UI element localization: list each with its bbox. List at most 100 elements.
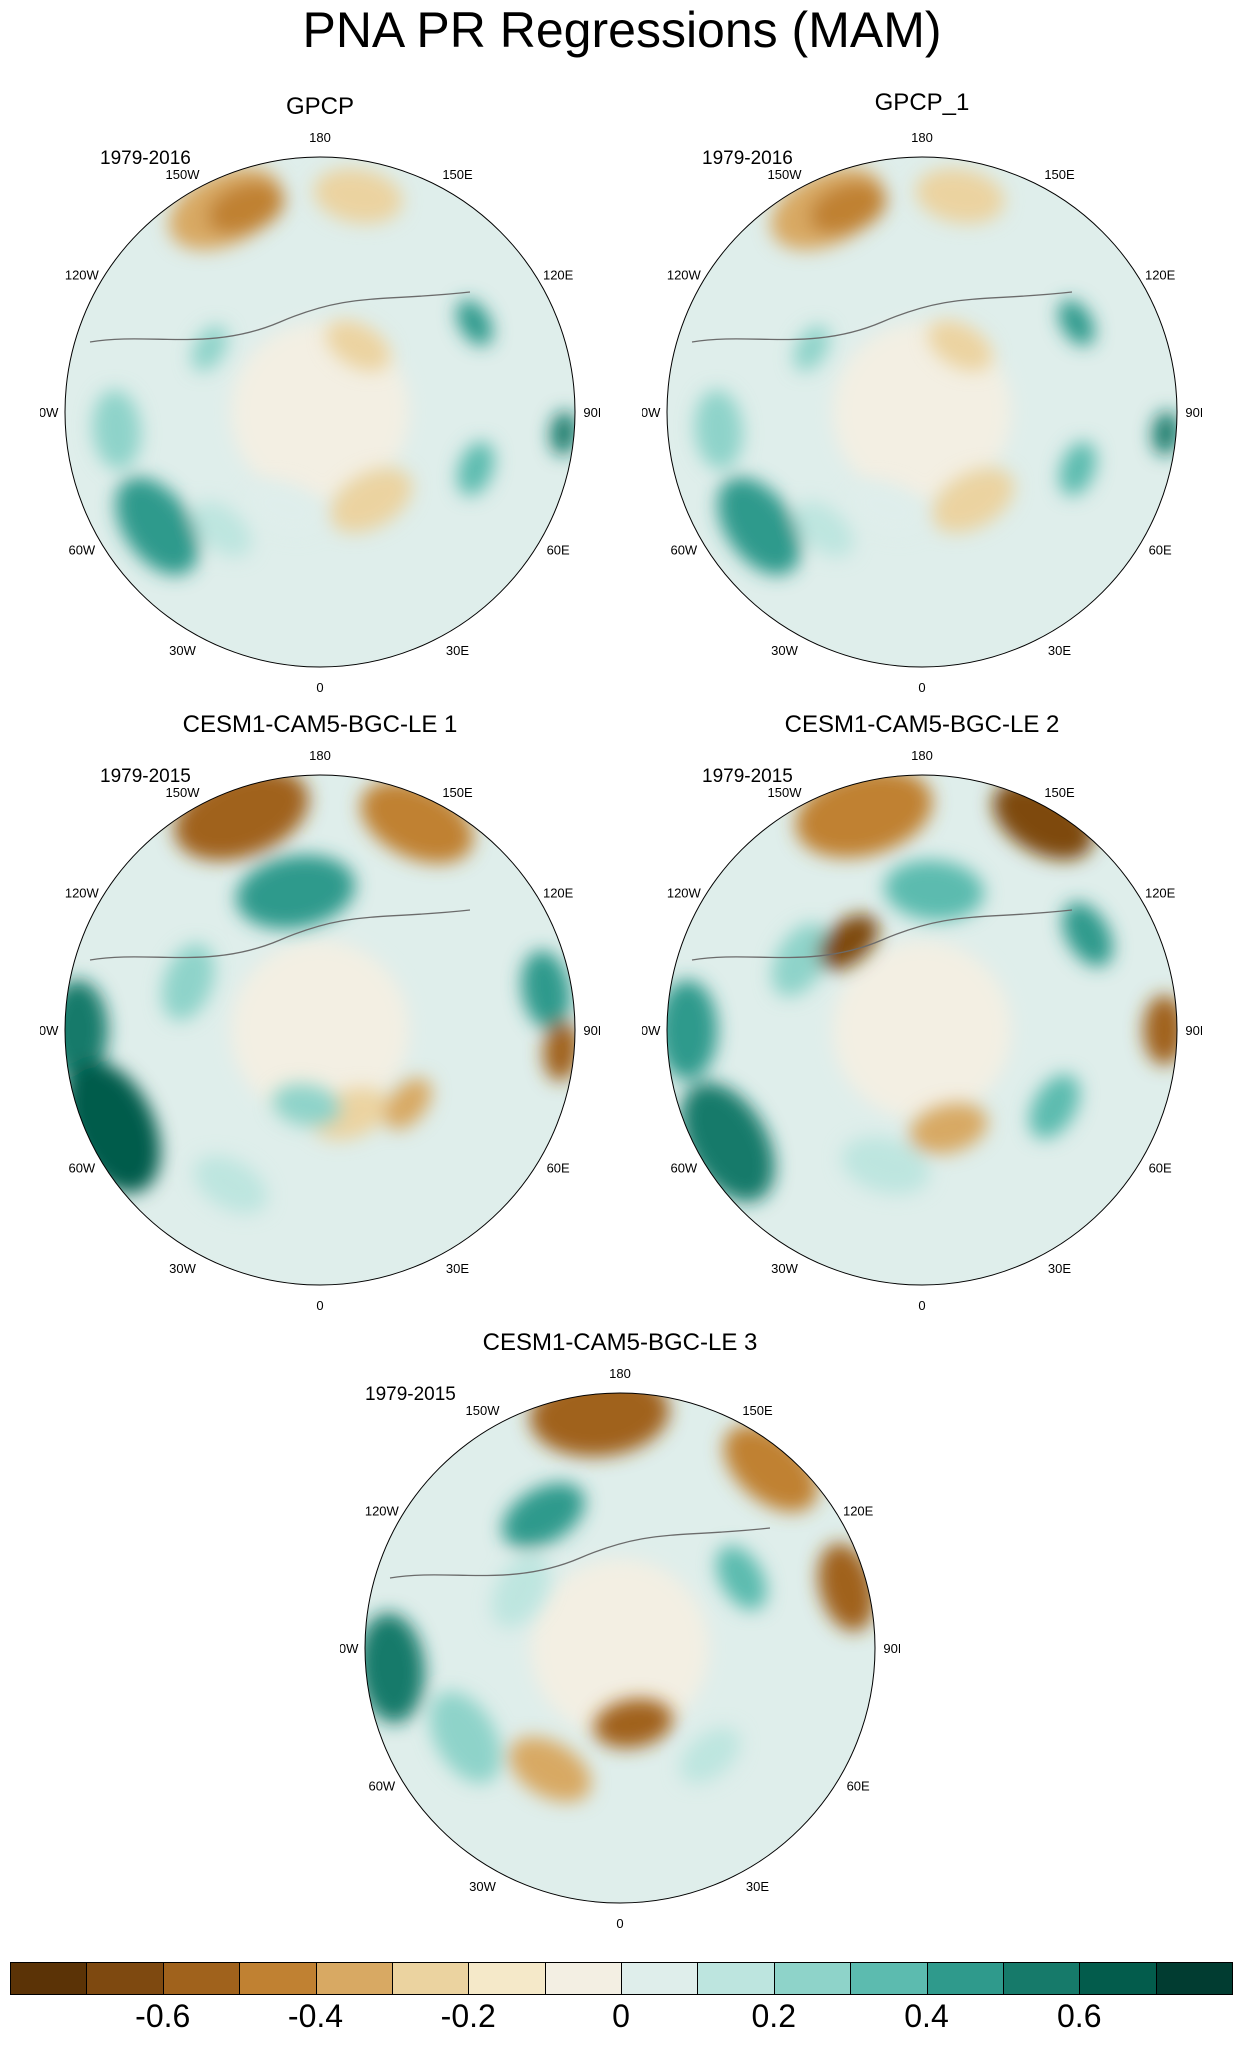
anomaly-region: [92, 389, 141, 470]
longitude-label: 0: [616, 1916, 623, 1928]
anomaly-region: [65, 980, 108, 1080]
colorbar-swatch: [468, 1962, 546, 1995]
longitude-label: 150W: [768, 167, 803, 182]
longitude-label: 120E: [543, 268, 574, 283]
longitude-label: 30W: [771, 1261, 798, 1276]
longitude-label: 120W: [667, 886, 702, 901]
longitude-label: 60W: [68, 1161, 95, 1176]
anomaly-region: [384, 1078, 432, 1130]
polar-cap-shading: [530, 1558, 710, 1738]
anomaly-region: [521, 950, 571, 1030]
anomaly-region: [928, 320, 993, 371]
panel-title: GPCP_1: [874, 89, 970, 116]
anomaly-region: [191, 501, 252, 557]
figure-title: PNA PR Regressions (MAM): [302, 2, 942, 58]
longitude-label: 60W: [670, 543, 697, 558]
anomaly-region: [593, 1698, 673, 1748]
map-panel-cesm-2: CESM1-CAM5-BGC-LE 2 1979-2015 180 150E 120…: [642, 710, 1202, 1330]
longitude-label: 30W: [469, 1879, 496, 1894]
anomaly-region: [491, 1553, 550, 1628]
colorbar-swatch: [1155, 1962, 1233, 1995]
colorbar: -0.6 -0.4 -0.2 0 0.2 0.4 0.6: [10, 1962, 1233, 2042]
anomaly-region: [694, 389, 743, 470]
anomaly-region: [884, 860, 985, 921]
longitude-label: 60W: [68, 543, 95, 558]
colorbar-tick-label: 0.2: [751, 1998, 796, 2034]
anomaly-region: [841, 1136, 930, 1195]
longitude-label: 150E: [1044, 167, 1075, 182]
anomaly-region: [313, 168, 403, 224]
anomaly-region: [793, 501, 854, 557]
longitude-label: 90E: [583, 1023, 600, 1038]
anomaly-region: [115, 477, 199, 575]
panel-title: CESM1-CAM5-BGC-LE 3: [482, 1329, 758, 1356]
anomaly-region: [246, 481, 324, 535]
longitude-label: 90W: [340, 1641, 359, 1656]
colorbar-swatch: [86, 1962, 164, 1995]
map-border: [364, 1392, 876, 1904]
polar-map: 180 150E 120E 90E 60E 30E 0 30W 60W 90W 120W 150W: [642, 132, 1202, 692]
longitude-label: 120W: [365, 1504, 400, 1519]
longitude-label: 60W: [670, 1161, 697, 1176]
longitude-label: 30E: [746, 1879, 769, 1894]
panel-title: CESM1-CAM5-BGC-LE 1: [182, 711, 458, 738]
anomaly-region: [909, 1103, 988, 1154]
colorbar-swatch: [239, 1962, 317, 1995]
colorbar-swatch: [773, 1962, 852, 1995]
anomaly-region: [1062, 902, 1113, 967]
anomaly-region: [429, 1691, 502, 1784]
colorbar-swatch: [1002, 1962, 1081, 1995]
longitude-label: 150W: [768, 785, 803, 800]
longitude-label: 90W: [40, 405, 59, 420]
panel-years: 1979-2016: [100, 148, 191, 169]
longitude-label: 150W: [466, 1403, 501, 1418]
colorbar-tick-label: -0.2: [440, 1998, 496, 2034]
colorbar-swatch: [1079, 1962, 1157, 1995]
map-panel-cesm-3: CESM1-CAM5-BGC-LE 3 1979-2015 180 150E 120…: [340, 1328, 900, 1948]
polar-cap-shading: [832, 940, 1012, 1120]
colorbar-swatch: [315, 1962, 393, 1995]
anomaly-region: [161, 943, 215, 1021]
longitude-label: 150E: [442, 167, 473, 182]
longitude-label: 60E: [547, 543, 570, 558]
longitude-label: 120W: [65, 268, 100, 283]
colorbar-tick-label: -0.4: [287, 1998, 344, 2034]
colorbar-swatch: [162, 1962, 241, 1995]
longitude-label: 180: [309, 750, 331, 763]
longitude-label: 30E: [1048, 643, 1071, 658]
longitude-label: 60W: [368, 1779, 395, 1794]
anomaly-region: [680, 1727, 741, 1784]
map-panel-gpcp-1: GPCP_1 1979-2016 180 150E 120E 90E 60E 30E 0 30…: [642, 89, 1202, 712]
anomaly-region: [326, 320, 391, 371]
map-border: [666, 774, 1178, 1286]
longitude-label: 120E: [543, 886, 574, 901]
anomaly-region: [717, 477, 801, 575]
longitude-label: 180: [309, 132, 331, 145]
map-border: [64, 156, 576, 668]
colorbar-swatch: [391, 1962, 470, 1995]
anomaly-region: [272, 1083, 342, 1127]
anomaly-region: [502, 1483, 585, 1548]
longitude-label: 0: [316, 680, 323, 692]
longitude-label: 150E: [442, 785, 473, 800]
colorbar-swatch: [926, 1962, 1004, 1995]
anomaly-region: [793, 325, 830, 372]
anomaly-region: [194, 1155, 268, 1214]
longitude-label: 30W: [771, 643, 798, 658]
longitude-label: 30W: [169, 643, 196, 658]
longitude-label: 150W: [166, 167, 201, 182]
longitude-label: 0: [316, 1298, 323, 1310]
anomaly-region: [550, 411, 575, 456]
anomaly-region: [809, 181, 887, 235]
longitude-label: 120E: [843, 1504, 874, 1519]
polar-cap-shading: [230, 940, 410, 1120]
anomaly-region: [543, 1021, 575, 1082]
longitude-label: 90E: [1185, 405, 1202, 420]
anomaly-region: [771, 923, 830, 997]
anomaly-region: [236, 854, 356, 929]
panel-title: CESM1-CAM5-BGC-LE 2: [784, 711, 1060, 738]
colorbar-swatch: [10, 1962, 88, 1995]
map-panel-gpcp: GPCP 1979-2016 180 150E 120E 90E 60E 30E 0 30W 6…: [40, 92, 600, 712]
anomaly-region: [1029, 1074, 1080, 1139]
longitude-label: 180: [911, 132, 933, 145]
